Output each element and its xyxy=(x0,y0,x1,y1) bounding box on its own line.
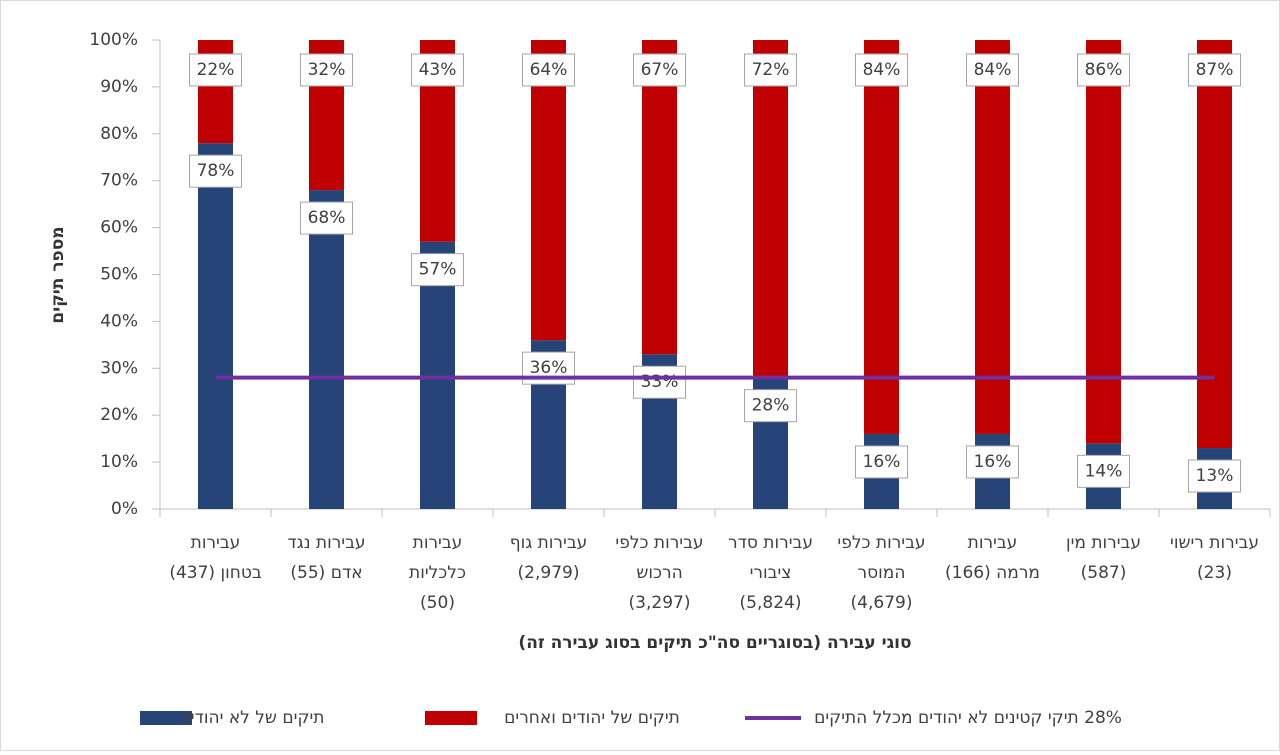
y-axis-title: מספר תיקים xyxy=(48,226,68,323)
legend-marker xyxy=(425,711,477,725)
x-tick-label: כלכליות xyxy=(409,563,466,583)
y-tick-label: 70% xyxy=(100,171,138,191)
x-tick-label: ציבורי xyxy=(750,563,792,583)
data-label: 13% xyxy=(1196,466,1234,486)
data-label-box xyxy=(633,365,686,399)
bar-segment xyxy=(1086,40,1121,444)
x-tick-label: (2,979) xyxy=(518,563,580,583)
x-tick-label: הרכוש xyxy=(636,563,682,583)
data-label-box xyxy=(744,53,797,87)
legend-label: תיקים של יהודים ואחרים xyxy=(504,708,680,728)
x-tick-label: עבירות כלפי xyxy=(837,533,925,553)
data-label: 68% xyxy=(308,208,346,228)
x-tick-label: עבירות גוף xyxy=(510,533,588,553)
y-tick-label: 10% xyxy=(100,452,138,472)
data-label-box xyxy=(411,253,464,287)
data-label: 14% xyxy=(1085,461,1123,481)
x-tick-label: עבירות xyxy=(968,533,1018,553)
bar-segment xyxy=(420,241,455,510)
x-tick-label: עבירות כלפי xyxy=(615,533,703,553)
bar-segment xyxy=(1197,40,1232,449)
x-tick-label: (50) xyxy=(420,593,455,613)
x-tick-label: המוסר xyxy=(858,563,906,583)
data-label: 78% xyxy=(197,161,235,181)
x-tick-label: (23) xyxy=(1197,563,1232,583)
bar-segment xyxy=(975,40,1010,434)
x-axis-title: סוגי עבירה (בסוגריים סה"כ תיקים בסוג עבי… xyxy=(518,633,911,653)
data-label: 16% xyxy=(974,452,1012,472)
data-label-box xyxy=(300,201,353,235)
data-label: 36% xyxy=(530,358,568,378)
bar-segment xyxy=(642,40,677,355)
legend-label: תיקים של לא יהודים xyxy=(180,708,325,728)
legend-marker xyxy=(140,711,192,725)
data-label-box xyxy=(855,53,908,87)
x-tick-label: (3,297) xyxy=(629,593,691,613)
data-label: 86% xyxy=(1085,60,1123,80)
x-tick-label: עבירות מין xyxy=(1066,533,1141,553)
legend-label: 28% תיקי קטינים לא יהודים מכלל התיקים xyxy=(814,708,1122,728)
y-tick-label: 20% xyxy=(100,405,138,425)
data-label-box xyxy=(522,53,575,87)
data-label: 87% xyxy=(1196,60,1234,80)
x-tick-label: עבירות סדר xyxy=(728,533,813,553)
data-label: 84% xyxy=(974,60,1012,80)
data-label-box xyxy=(966,53,1019,87)
x-tick-label: (587) xyxy=(1081,563,1127,583)
data-label-box xyxy=(411,53,464,87)
data-label: 64% xyxy=(530,60,568,80)
y-tick-label: 60% xyxy=(100,218,138,238)
y-tick-label: 50% xyxy=(100,265,138,285)
data-label: 57% xyxy=(419,260,457,280)
data-label: 67% xyxy=(641,60,679,80)
data-label-box xyxy=(1077,53,1130,87)
bar-segment xyxy=(864,40,899,434)
y-tick-label: 90% xyxy=(100,77,138,97)
y-tick-label: 0% xyxy=(111,499,138,519)
data-label-box xyxy=(300,53,353,87)
bar-segment xyxy=(531,40,566,341)
x-tick-label: עבירות רישוי xyxy=(1170,533,1259,553)
x-tick-label: בטחון (437) xyxy=(169,563,262,583)
data-label: 84% xyxy=(863,60,901,80)
data-label: 28% xyxy=(752,396,790,416)
bar-segment xyxy=(198,143,233,509)
data-label-box xyxy=(966,445,1019,479)
data-label-box xyxy=(633,53,686,87)
x-tick-label: מרמה (166) xyxy=(945,563,1040,583)
x-tick-label: עבירות xyxy=(413,533,463,553)
data-label: 72% xyxy=(752,60,790,80)
y-tick-label: 100% xyxy=(89,30,138,50)
data-label: 43% xyxy=(419,60,457,80)
data-label-box xyxy=(744,389,797,423)
data-label-box xyxy=(189,53,242,87)
x-tick-label: (4,679) xyxy=(851,593,913,613)
x-tick-label: עבירות נגד xyxy=(287,533,365,553)
y-tick-label: 40% xyxy=(100,311,138,331)
x-tick-label: אדם (55) xyxy=(290,563,362,583)
data-label-box xyxy=(855,445,908,479)
data-label: 33% xyxy=(641,372,679,392)
data-label: 16% xyxy=(863,452,901,472)
data-label-box xyxy=(189,154,242,188)
data-label-box xyxy=(1077,454,1130,488)
bar-segment xyxy=(309,190,344,509)
data-label: 32% xyxy=(308,60,346,80)
bar-segment xyxy=(753,40,788,378)
data-label-box xyxy=(1188,53,1241,87)
data-label-box xyxy=(1188,459,1241,493)
x-tick-label: (5,824) xyxy=(740,593,802,613)
data-label: 22% xyxy=(197,60,235,80)
y-tick-label: 30% xyxy=(100,358,138,378)
y-tick-label: 80% xyxy=(100,124,138,144)
x-tick-label: עבירות xyxy=(191,533,241,553)
